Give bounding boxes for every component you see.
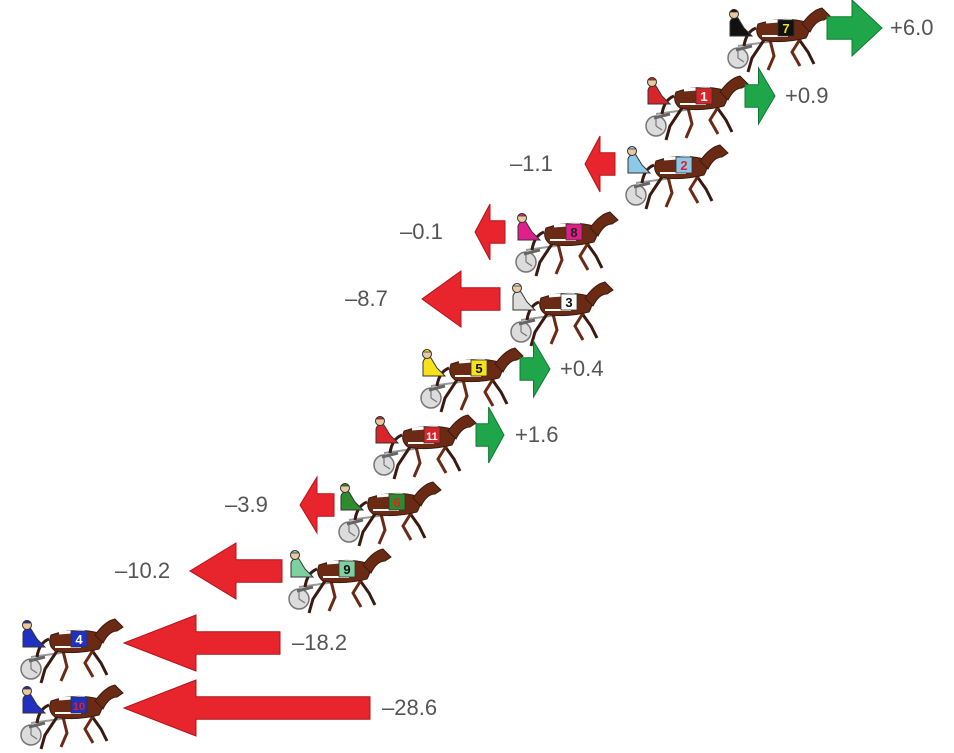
horse-and-sulky-11: 11 xyxy=(373,414,477,480)
saddle-cloth xyxy=(675,156,693,174)
position-change-label: –10.2 xyxy=(115,558,171,583)
position-change-label: –18.2 xyxy=(292,630,348,655)
horse-and-sulky-3: 3 xyxy=(510,281,614,347)
horse-number: 9 xyxy=(343,562,350,577)
horse-and-sulky-8: 8 xyxy=(515,211,619,277)
loss-arrow-3 xyxy=(421,270,501,328)
horse-and-sulky-2: 2 xyxy=(625,144,729,210)
horse-and-sulky-10: 10 xyxy=(20,684,124,750)
loss-arrow-4 xyxy=(122,614,281,672)
saddle-cloth xyxy=(470,359,488,377)
horse-number: 11 xyxy=(426,431,438,443)
gain-arrow-5 xyxy=(519,339,551,399)
saddle-cloth xyxy=(777,19,795,37)
position-change-label: +1.6 xyxy=(515,422,559,447)
driver-icon xyxy=(517,221,542,241)
driver-icon xyxy=(290,558,315,578)
gain-arrow-7 xyxy=(826,0,883,58)
driver-icon xyxy=(340,491,365,511)
gain-arrow-1 xyxy=(744,66,776,126)
saddle-cloth xyxy=(695,87,713,105)
position-change-label: +0.9 xyxy=(785,83,829,108)
position-change-label: –0.1 xyxy=(400,219,443,244)
driver-icon xyxy=(22,694,47,714)
position-change-label: –3.9 xyxy=(225,492,268,517)
loss-arrow-9 xyxy=(189,542,283,600)
gain-arrow-11 xyxy=(475,406,505,464)
horse-number: 2 xyxy=(680,158,687,173)
driver-icon xyxy=(512,291,537,311)
loss-arrow-10 xyxy=(122,679,371,737)
saddle-cloth xyxy=(338,560,356,578)
horse-number: 5 xyxy=(475,361,482,376)
horse-and-sulky-9: 9 xyxy=(288,548,392,614)
horse-number: 4 xyxy=(75,632,83,647)
driver-icon xyxy=(729,17,754,37)
loss-arrow-8 xyxy=(474,203,506,261)
saddle-cloth xyxy=(388,493,406,511)
saddle-cloth xyxy=(560,293,578,311)
saddle-cloth xyxy=(423,426,441,444)
horse-number: 8 xyxy=(570,225,577,240)
position-change-label: –8.7 xyxy=(345,286,388,311)
horse-and-sulky-5: 5 xyxy=(420,347,524,413)
horse-and-sulky-4: 4 xyxy=(20,618,124,684)
horse-and-sulky-6: 6 xyxy=(338,481,442,547)
driver-icon xyxy=(422,357,447,377)
driver-icon xyxy=(627,154,652,174)
driver-icon xyxy=(22,628,47,648)
driver-icon xyxy=(647,85,672,105)
driver-icon xyxy=(375,424,400,444)
position-change-label: –28.6 xyxy=(382,695,438,720)
position-change-label: +6.0 xyxy=(890,15,934,40)
position-change-label: +0.4 xyxy=(560,356,604,381)
horse-and-sulky-1: 1 xyxy=(645,75,749,141)
saddle-cloth xyxy=(565,223,583,241)
horse-number: 6 xyxy=(393,495,400,510)
horse-and-sulky-7: 7 xyxy=(727,7,831,73)
position-change-label: –1.1 xyxy=(510,151,553,176)
horse-number: 7 xyxy=(782,21,789,36)
saddle-cloth xyxy=(70,630,88,648)
loss-arrow-2 xyxy=(584,135,616,193)
horse-number: 1 xyxy=(700,89,707,104)
saddle-cloth xyxy=(70,696,88,714)
loss-arrow-6 xyxy=(299,475,335,535)
horse-number: 3 xyxy=(565,295,572,310)
horse-number: 10 xyxy=(73,701,85,713)
